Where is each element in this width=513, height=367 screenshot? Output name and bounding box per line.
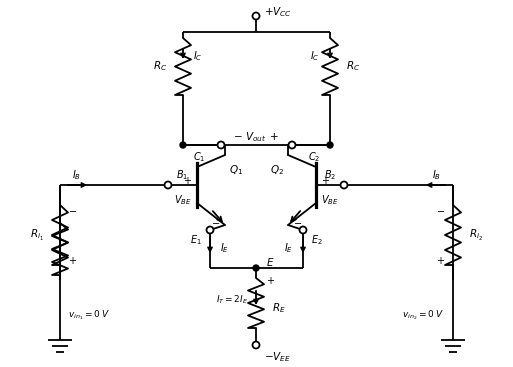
Text: $B_2$: $B_2$ bbox=[324, 168, 336, 182]
Circle shape bbox=[253, 265, 259, 271]
Text: $-$: $-$ bbox=[293, 217, 302, 227]
Circle shape bbox=[300, 226, 306, 233]
Text: $E_2$: $E_2$ bbox=[311, 233, 323, 247]
Text: $Q_1$: $Q_1$ bbox=[229, 163, 243, 177]
Text: $R_{i_1}$: $R_{i_1}$ bbox=[30, 228, 44, 243]
Text: $R_E$: $R_E$ bbox=[272, 301, 286, 315]
Circle shape bbox=[252, 342, 260, 349]
Text: $+$: $+$ bbox=[68, 254, 77, 265]
Circle shape bbox=[327, 142, 333, 148]
Text: $-\ V_{out}\ +$: $-\ V_{out}\ +$ bbox=[233, 130, 279, 144]
Text: $C_2$: $C_2$ bbox=[308, 150, 320, 164]
Text: $R_C$: $R_C$ bbox=[346, 59, 360, 73]
Text: $I_C$: $I_C$ bbox=[310, 49, 320, 63]
Text: $Q_2$: $Q_2$ bbox=[270, 163, 284, 177]
Text: $I_C$: $I_C$ bbox=[193, 49, 203, 63]
Text: $I_B$: $I_B$ bbox=[432, 168, 441, 182]
Text: $R_{i_2}$: $R_{i_2}$ bbox=[469, 228, 483, 243]
Text: $E$: $E$ bbox=[266, 256, 274, 268]
Text: $B_1$: $B_1$ bbox=[176, 168, 188, 182]
Circle shape bbox=[180, 142, 186, 148]
Text: $+V_{CC}$: $+V_{CC}$ bbox=[264, 5, 292, 19]
Text: $+$: $+$ bbox=[266, 276, 275, 287]
Text: $+$: $+$ bbox=[436, 254, 445, 265]
Text: $-V_{EE}$: $-V_{EE}$ bbox=[264, 350, 291, 364]
Text: $I_B$: $I_B$ bbox=[72, 168, 81, 182]
Circle shape bbox=[207, 226, 213, 233]
Text: $v_{in_2} = 0\ V$: $v_{in_2} = 0\ V$ bbox=[402, 308, 445, 322]
Text: $I_E$: $I_E$ bbox=[220, 241, 229, 255]
Text: $E_1$: $E_1$ bbox=[190, 233, 202, 247]
Text: $+$: $+$ bbox=[321, 174, 330, 185]
Circle shape bbox=[341, 182, 347, 189]
Text: $I_E$: $I_E$ bbox=[284, 241, 293, 255]
Text: $-$: $-$ bbox=[68, 205, 77, 215]
Circle shape bbox=[288, 142, 295, 149]
Text: $+$: $+$ bbox=[183, 174, 192, 185]
Circle shape bbox=[165, 182, 171, 189]
Text: $C_1$: $C_1$ bbox=[193, 150, 205, 164]
Text: $v_{in_1} = 0\ V$: $v_{in_1} = 0\ V$ bbox=[68, 308, 111, 322]
Text: $-$: $-$ bbox=[436, 205, 445, 215]
Text: $V_{BE}$: $V_{BE}$ bbox=[321, 193, 339, 207]
Text: $I_T = 2I_E$: $I_T = 2I_E$ bbox=[216, 294, 248, 306]
Circle shape bbox=[252, 12, 260, 19]
Text: $R_C$: $R_C$ bbox=[153, 59, 167, 73]
Text: $-$: $-$ bbox=[211, 217, 220, 227]
Circle shape bbox=[218, 142, 225, 149]
Text: $V_{BE}$: $V_{BE}$ bbox=[174, 193, 192, 207]
